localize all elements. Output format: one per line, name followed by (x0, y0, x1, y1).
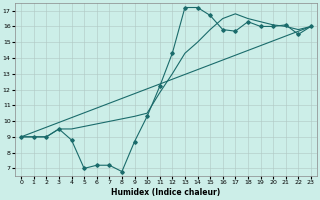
X-axis label: Humidex (Indice chaleur): Humidex (Indice chaleur) (111, 188, 221, 197)
